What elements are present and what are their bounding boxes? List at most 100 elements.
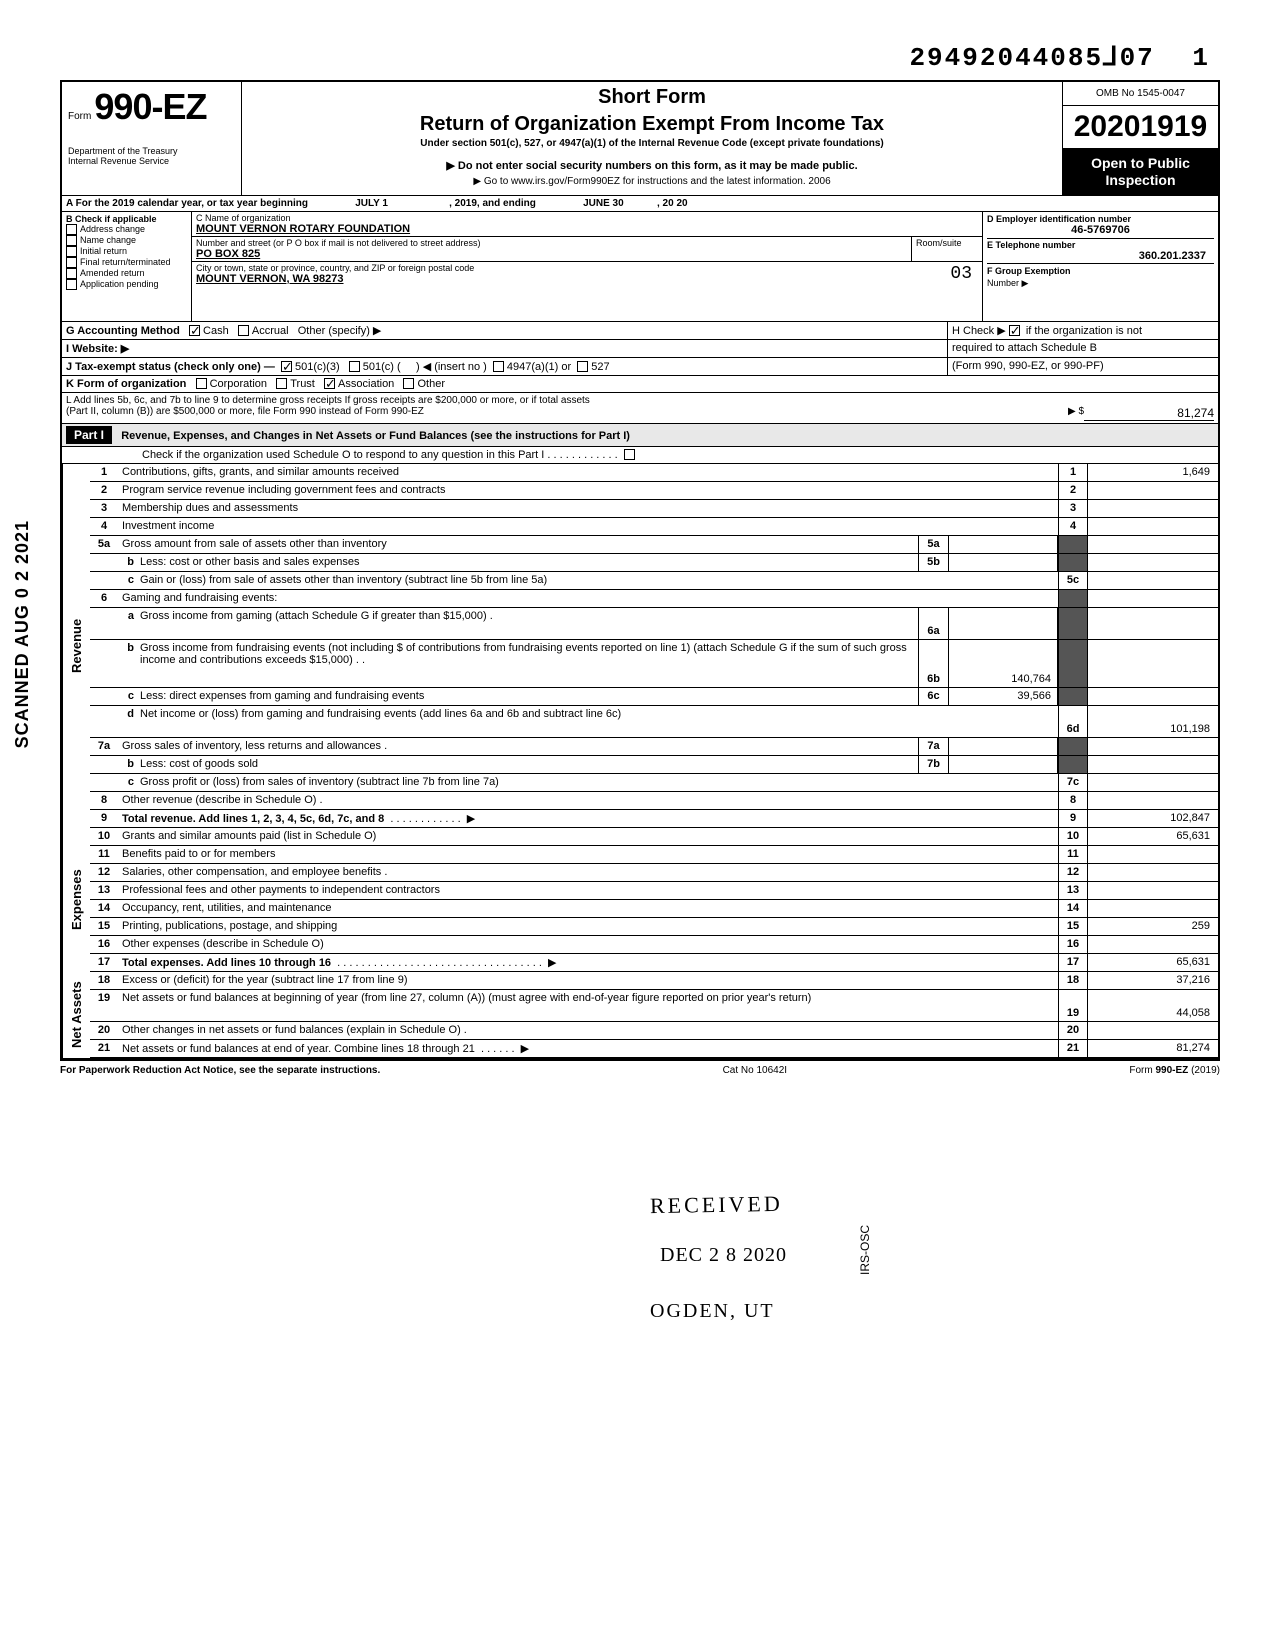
g-accrual-chk[interactable] [238,325,249,336]
k-trust-chk[interactable] [276,378,287,389]
ln8-n: 8 [90,792,118,809]
ln19-v: 44,058 [1088,990,1218,1021]
ln8-d: Other revenue (describe in Schedule O) . [118,792,1058,809]
ln5b-sh [1058,554,1088,571]
j-501c-chk[interactable] [349,361,360,372]
b-opt-5[interactable]: Application pending [66,279,187,290]
ln13-box: 13 [1058,882,1088,899]
stamp-num: 29492044085⅃07 [909,43,1154,73]
period-end: JUNE 30 [583,198,624,209]
b-opt-0[interactable]: Address change [66,224,187,235]
dept-label: Department of the Treasury Internal Reve… [68,146,235,166]
period-begin: JULY 1 [355,198,388,209]
received-date: DEC 2 8 2020 [660,1244,787,1267]
b-opt-0-label: Address change [80,224,145,234]
ln6a-mbox: 6a [918,608,948,639]
room-label: Room/suite [912,237,982,261]
g-other: Other (specify) ▶ [298,325,382,337]
k-assoc-chk[interactable] [324,378,335,389]
h-chk[interactable] [1009,325,1020,336]
phone: 360.201.2337 [987,250,1214,262]
ein: 46-5769706 [987,224,1214,236]
ln20-v [1088,1022,1218,1039]
ln5b-s: b [118,554,136,571]
org-name: MOUNT VERNON ROTARY FOUNDATION [196,223,978,235]
ln5b-mv [948,554,1058,571]
ln7c-d: Gross profit or (loss) from sales of inv… [136,774,1058,791]
period-yr: , 20 20 [657,198,688,209]
goto-note: ▶ Go to www.irs.gov/Form990EZ for instru… [250,176,1054,187]
ln5c-box: 5c [1058,572,1088,589]
omb: OMB No 1545-0047 [1063,82,1218,106]
b-opt-1[interactable]: Name change [66,235,187,246]
ln18-box: 18 [1058,972,1088,989]
form-prefix: Form [68,111,91,122]
j-527-chk[interactable] [577,361,588,372]
d-label: D Employer identification number [987,214,1214,224]
ln8-v [1088,792,1218,809]
ln7a-mv [948,738,1058,755]
ln6a-n [90,608,118,639]
ln4-d: Investment income [118,518,1058,535]
footer-mid: Cat No 10642I [723,1065,788,1076]
period-mid: , 2019, and ending [449,198,536,209]
j-501c3-chk[interactable] [281,361,292,372]
ln6b-sh [1058,640,1088,687]
ln6a-d: Gross income from gaming (attach Schedul… [136,608,918,639]
ln17-d: Total expenses. Add lines 10 through 16 … [118,954,1058,971]
l-1: L Add lines 5b, 6c, and 7b to line 9 to … [66,395,1214,406]
part1-header: Part I Revenue, Expenses, and Changes in… [60,424,1220,447]
l-row: L Add lines 5b, 6c, and 7b to line 9 to … [60,393,1220,424]
ln5a-mv [948,536,1058,553]
b-opt-2-label: Initial return [80,246,127,256]
bcdef-row: B Check if applicable Address change Nam… [60,212,1220,322]
j-4947-chk[interactable] [493,361,504,372]
ln6b-n [90,640,118,687]
part1-check-row: Check if the organization used Schedule … [60,447,1220,464]
ln2-d: Program service revenue including govern… [118,482,1058,499]
ln12-v [1088,864,1218,881]
open-public: Open to Public Inspection [1063,149,1218,195]
j-row: J Tax-exempt status (check only one) — 5… [60,358,1220,376]
ln12-d: Salaries, other compensation, and employ… [118,864,1058,881]
k-label: K Form of organization [66,378,186,390]
ln6c-d: Less: direct expenses from gaming and fu… [136,688,918,705]
h-l1: H Check ▶ [952,325,1006,337]
tax-year: 20201919 [1063,106,1218,149]
ln6b-shv [1088,640,1218,687]
g-cash-chk[interactable] [189,325,200,336]
netassets-sidelabel: Net Assets [62,972,90,1058]
page-stamp: 29492044085⅃07 1 [909,42,1210,73]
ln16-d: Other expenses (describe in Schedule O) [118,936,1058,953]
ln5b-mbox: 5b [918,554,948,571]
short-form-title: Short Form [250,86,1054,109]
footer-right: Form 990-EZ (2019) [1129,1065,1220,1076]
ln5b-n [90,554,118,571]
b-opt-3[interactable]: Final return/terminated [66,257,187,268]
ln18-n: 18 [90,972,118,989]
j-d: 4947(a)(1) or [507,361,571,373]
ln15-n: 15 [90,918,118,935]
ln19-n: 19 [90,990,118,1021]
ln5a-n: 5a [90,536,118,553]
j-e: 527 [591,361,609,373]
b-opt-5-label: Application pending [80,279,159,289]
ln14-box: 14 [1058,900,1088,917]
part1-chk[interactable] [624,449,635,460]
ln7a-d: Gross sales of inventory, less returns a… [118,738,918,755]
ln13-d: Professional fees and other payments to … [118,882,1058,899]
scanned-stamp: SCANNED AUG 0 2 2021 [12,520,33,748]
ln9-v: 102,847 [1088,810,1218,827]
k-other-chk[interactable] [403,378,414,389]
revenue-sidelabel: Revenue [62,464,90,828]
b-opt-2[interactable]: Initial return [66,246,187,257]
irs-osc: IRS-OSC [858,1225,872,1275]
ln7a-mbox: 7a [918,738,948,755]
b-opt-4[interactable]: Amended return [66,268,187,279]
ln3-v [1088,500,1218,517]
ln10-v: 65,631 [1088,828,1218,845]
ln20-d: Other changes in net assets or fund bala… [118,1022,1058,1039]
ln4-box: 4 [1058,518,1088,535]
k-corp-chk[interactable] [196,378,207,389]
ln17-n: 17 [90,954,118,971]
